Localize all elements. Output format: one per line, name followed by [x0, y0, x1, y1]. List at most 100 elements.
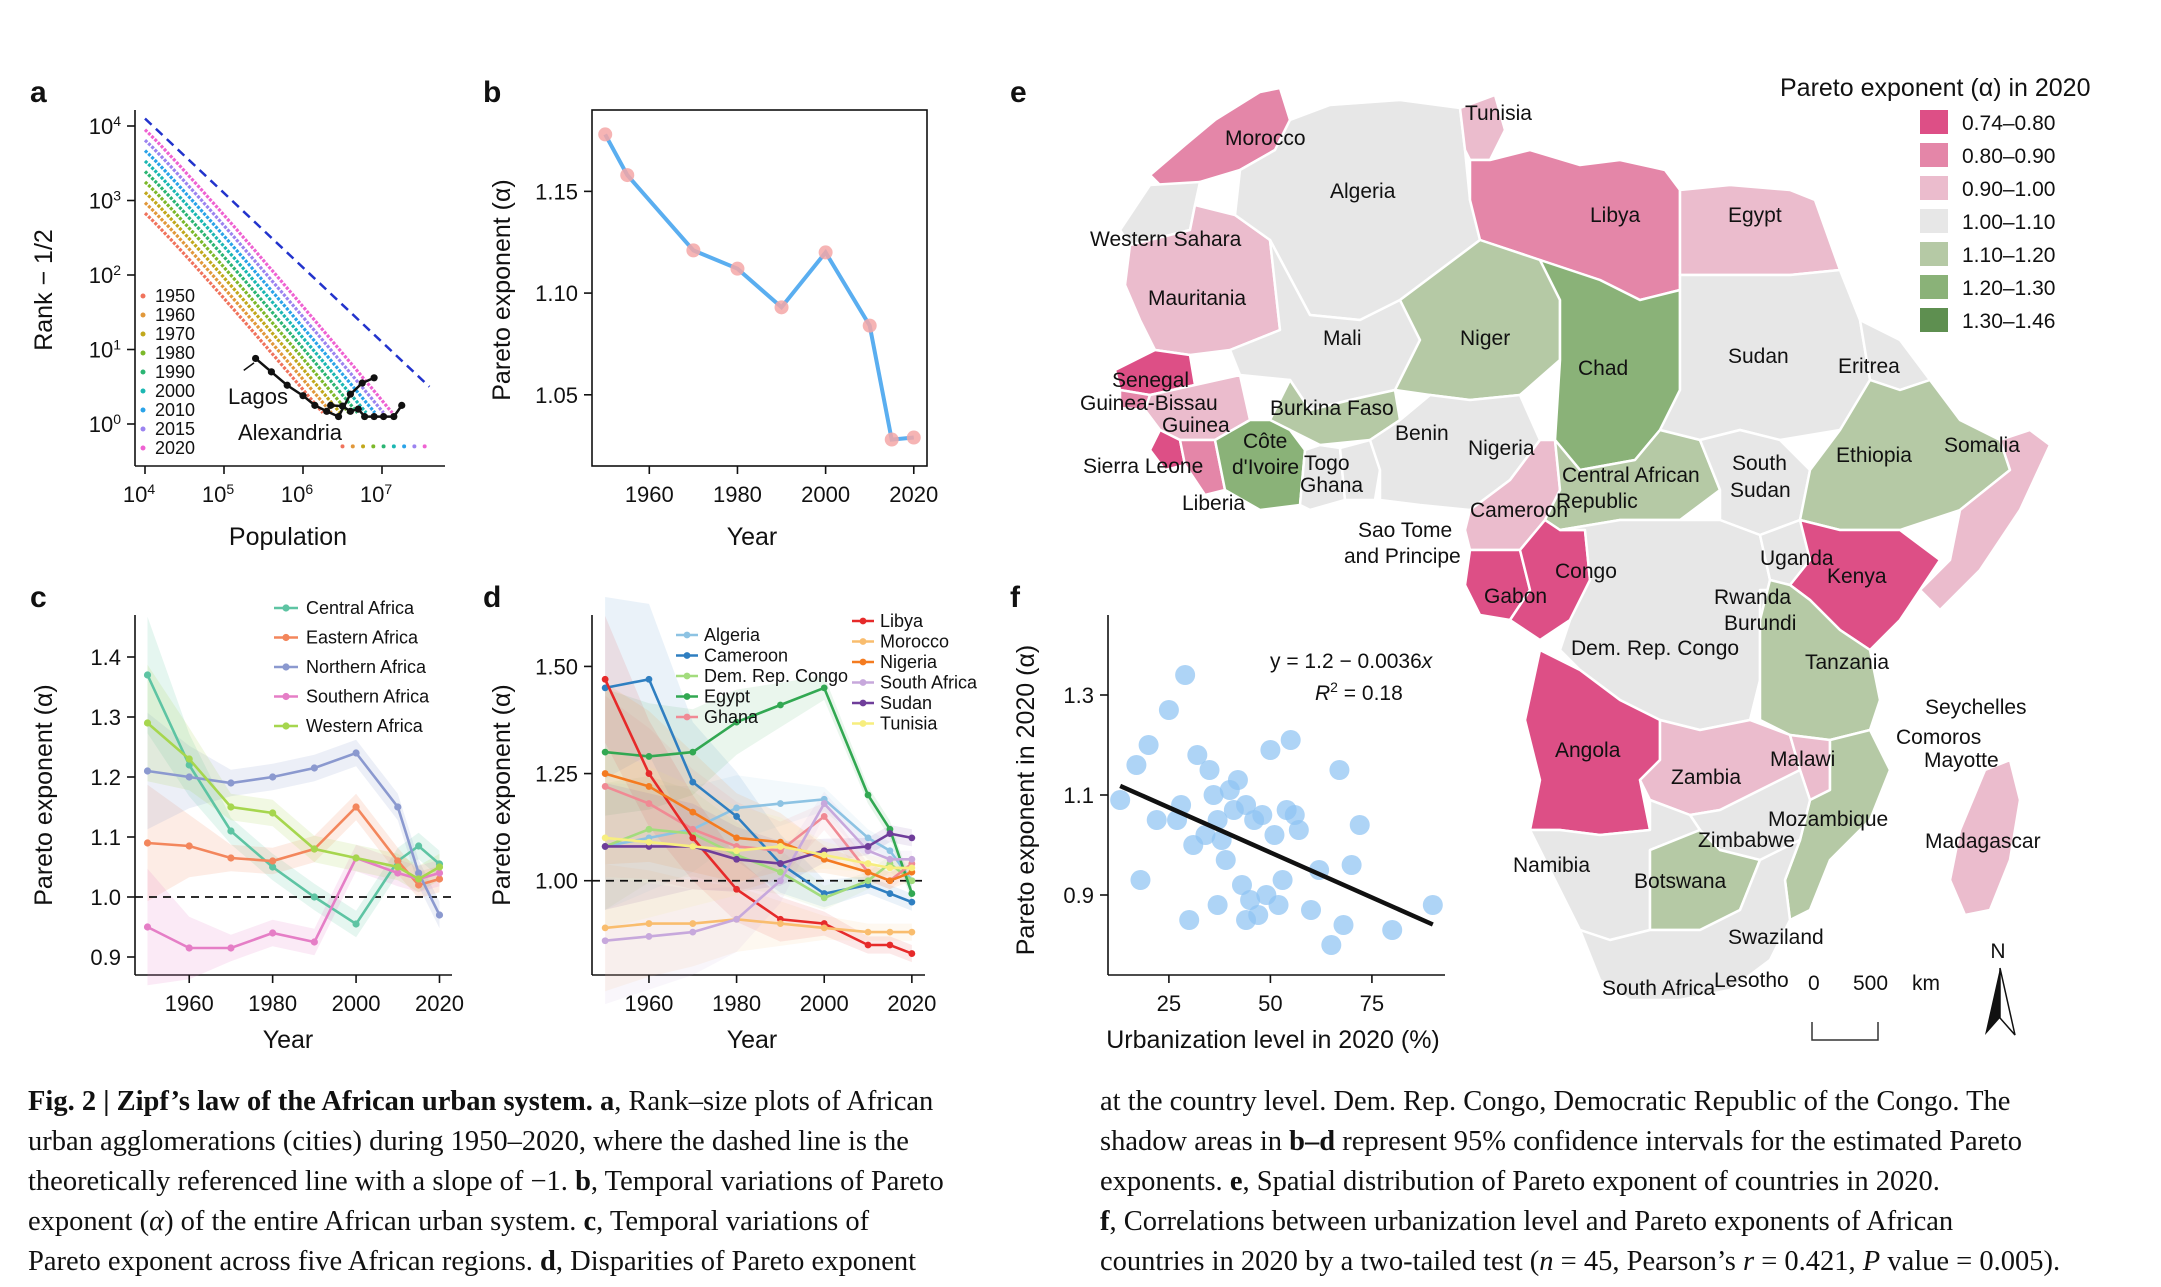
panel-f-r2: R2 = 0.18 — [1315, 679, 1403, 705]
scale-label-0: 0 — [1808, 972, 1820, 995]
panel-e: e — [1010, 74, 2091, 1041]
confidence-band — [605, 682, 912, 890]
legend-label: 1.30–1.46 — [1962, 310, 2055, 333]
series-point — [143, 839, 152, 847]
panel-a: a Population Rank − 1/2 104 105 106 107 100… — [30, 76, 445, 551]
region-sierra-leone — [1148, 428, 1187, 472]
x-tick-label: 2000 — [801, 482, 850, 507]
scatter-point — [1341, 855, 1362, 875]
series-point — [777, 920, 784, 927]
country-label: Ethiopia — [1836, 444, 1912, 467]
series-point — [777, 877, 784, 885]
scatter-point — [1227, 770, 1248, 790]
legend-label-2015: 2015 — [155, 419, 195, 439]
series-point — [415, 842, 423, 850]
country-label: Morocco — [1225, 127, 1306, 150]
series-point — [908, 898, 916, 906]
country-label: Nigeria — [1468, 437, 1535, 460]
country-label: Mayotte — [1924, 749, 1999, 772]
legend-label: Ghana — [704, 707, 759, 727]
series-point — [733, 718, 740, 726]
rank-size-tail-point — [371, 444, 376, 449]
caption-text: , Temporal variations of — [596, 1206, 870, 1237]
north-label: N — [1990, 940, 2005, 963]
lagos-leader — [243, 362, 255, 371]
legend-marker-1990 — [140, 369, 146, 375]
series-point — [601, 770, 609, 777]
caption-p: P — [1862, 1246, 1881, 1277]
series-point — [185, 773, 193, 781]
trajectory-point — [361, 412, 369, 421]
scatter-point — [1110, 790, 1131, 810]
scatter-point — [1195, 825, 1216, 845]
x-tick-label: 1980 — [712, 991, 761, 1016]
legend-marker-1980 — [140, 350, 146, 356]
scatter-point — [1301, 900, 1322, 920]
panel-f: f 25 50 75 0.9 1.1 1.3 y = 1.2 − 0.0036x R2 … — [1010, 581, 1445, 1054]
pareto-line — [603, 133, 914, 442]
scatter-point — [1130, 870, 1151, 890]
caption-text: , Temporal variations of Pareto — [590, 1166, 944, 1197]
panel-b-plot — [598, 127, 921, 447]
y-tick-label: 101 — [89, 337, 121, 363]
caption-text: Pareto exponent across five African regi… — [28, 1246, 533, 1277]
confidence-band — [147, 784, 440, 902]
country-label: Senegal — [1112, 369, 1189, 392]
pareto-point — [818, 245, 833, 260]
legend-label: South Africa — [880, 673, 978, 693]
y-tick-label: 0.9 — [1063, 883, 1094, 908]
series-point — [310, 845, 318, 853]
series-point — [733, 855, 740, 863]
y-tick-label: 1.1 — [90, 825, 121, 850]
series-point — [820, 894, 828, 902]
series-point — [908, 855, 916, 863]
series-point — [733, 813, 740, 820]
scale-label-km: km — [1912, 972, 1940, 995]
series-point — [689, 825, 697, 833]
series-point — [269, 863, 277, 871]
scatter-point — [1203, 785, 1224, 805]
scatter-point — [1260, 740, 1281, 760]
scatter-point — [1268, 895, 1289, 915]
legend-label: Dem. Rep. Congo — [704, 666, 848, 686]
x-tick-label: 25 — [1157, 991, 1181, 1016]
country-label: Libya — [1590, 204, 1641, 227]
trajectory-point — [370, 374, 378, 382]
caption-d: d — [532, 1246, 556, 1277]
legend-marker — [282, 692, 290, 701]
x-tick-label: 2020 — [889, 482, 938, 507]
country-label: Sudan — [1730, 479, 1791, 502]
y-tick-label: 102 — [89, 262, 121, 288]
series-point — [820, 813, 828, 820]
legend-swatch-2 — [1920, 176, 1948, 200]
series-point — [352, 920, 360, 928]
country-label: Algeria — [1330, 180, 1396, 203]
country-label: Rwanda — [1714, 586, 1791, 609]
trajectory-point — [398, 401, 406, 409]
series-point — [777, 701, 784, 709]
series-point — [777, 868, 784, 876]
scatter-point — [1236, 910, 1257, 930]
legend-label: 0.90–1.00 — [1962, 178, 2055, 201]
series-point — [143, 923, 152, 931]
legend-marker — [859, 617, 867, 625]
y-tick-label: 1.3 — [1063, 683, 1094, 708]
caption-line: f, Correlations between urbanization lev… — [1100, 1202, 2150, 1242]
panel-f-plot — [1110, 665, 1443, 955]
scatter-point — [1321, 935, 1342, 955]
legend-label-1960: 1960 — [155, 305, 195, 325]
legend-marker-1970 — [140, 331, 146, 337]
caption-n: n — [1539, 1246, 1554, 1277]
panel-d-xticks: 1960 1980 2000 2020 — [624, 975, 936, 1016]
scatter-point — [1252, 805, 1273, 825]
caption-text: , Rank–size plots of African — [614, 1086, 934, 1117]
series-point — [310, 893, 318, 901]
panel-c-xticks: 1960 1980 2000 2020 — [165, 975, 464, 1016]
country-label: Tanzania — [1805, 651, 1889, 674]
legend-label: 1.00–1.10 — [1962, 211, 2055, 234]
country-label: Egypt — [1728, 204, 1782, 227]
legend-label: Libya — [880, 611, 924, 631]
series-point — [601, 675, 609, 683]
y-tick-label: 1.05 — [535, 383, 578, 408]
x-tick-label: 1960 — [625, 482, 674, 507]
